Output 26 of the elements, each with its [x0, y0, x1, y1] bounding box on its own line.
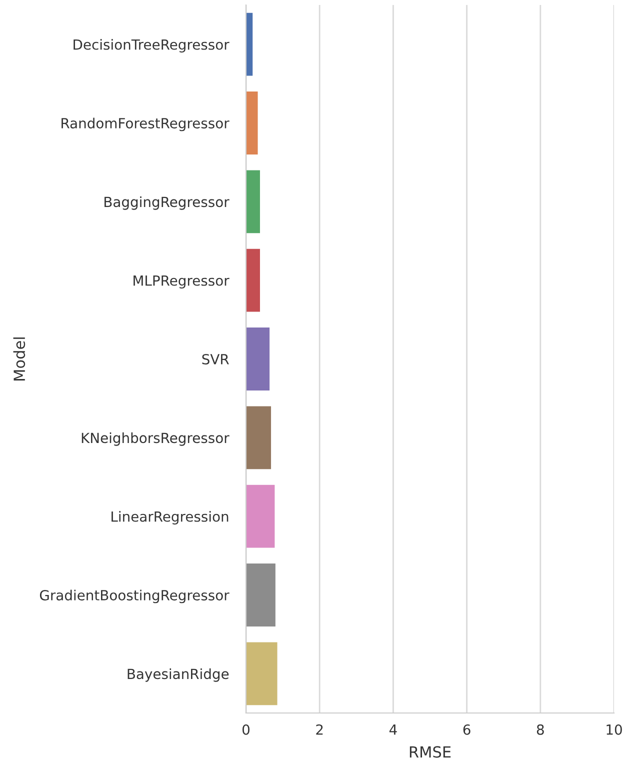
bar [246, 170, 260, 234]
y-tick-label: MLPRegressor [134, 275, 230, 288]
bar [246, 642, 278, 706]
x-tick-label: 8 [536, 724, 544, 735]
x-tick-label: 0 [242, 724, 250, 735]
y-tick-label: RandomForestRegressor [62, 118, 230, 132]
y-tick-label: BayesianRidge [128, 668, 229, 682]
x-axis-title: RMSE [410, 746, 451, 758]
bar [246, 484, 275, 548]
y-tick-label: SVR [202, 354, 229, 364]
bar [246, 12, 253, 76]
x-tick-label: 6 [463, 724, 470, 735]
bar [246, 406, 272, 470]
bar [246, 248, 260, 312]
bar [246, 92, 258, 154]
bar [246, 564, 276, 626]
y-axis-title: Model [13, 338, 26, 380]
x-tick-label: 2 [316, 724, 323, 735]
y-tick-label: DecisionTreeRegressor [74, 39, 230, 52]
y-tick-label: GradientBoostingRegressor [40, 590, 230, 604]
y-tick-label: LinearRegression [112, 511, 228, 524]
x-tick-label: 10 [606, 724, 622, 735]
bar [246, 328, 270, 390]
y-tick-label: BaggingRegressor [104, 196, 230, 210]
x-tick-label: 4 [389, 724, 397, 735]
y-tick-label: KNeighborsRegressor [82, 432, 230, 446]
